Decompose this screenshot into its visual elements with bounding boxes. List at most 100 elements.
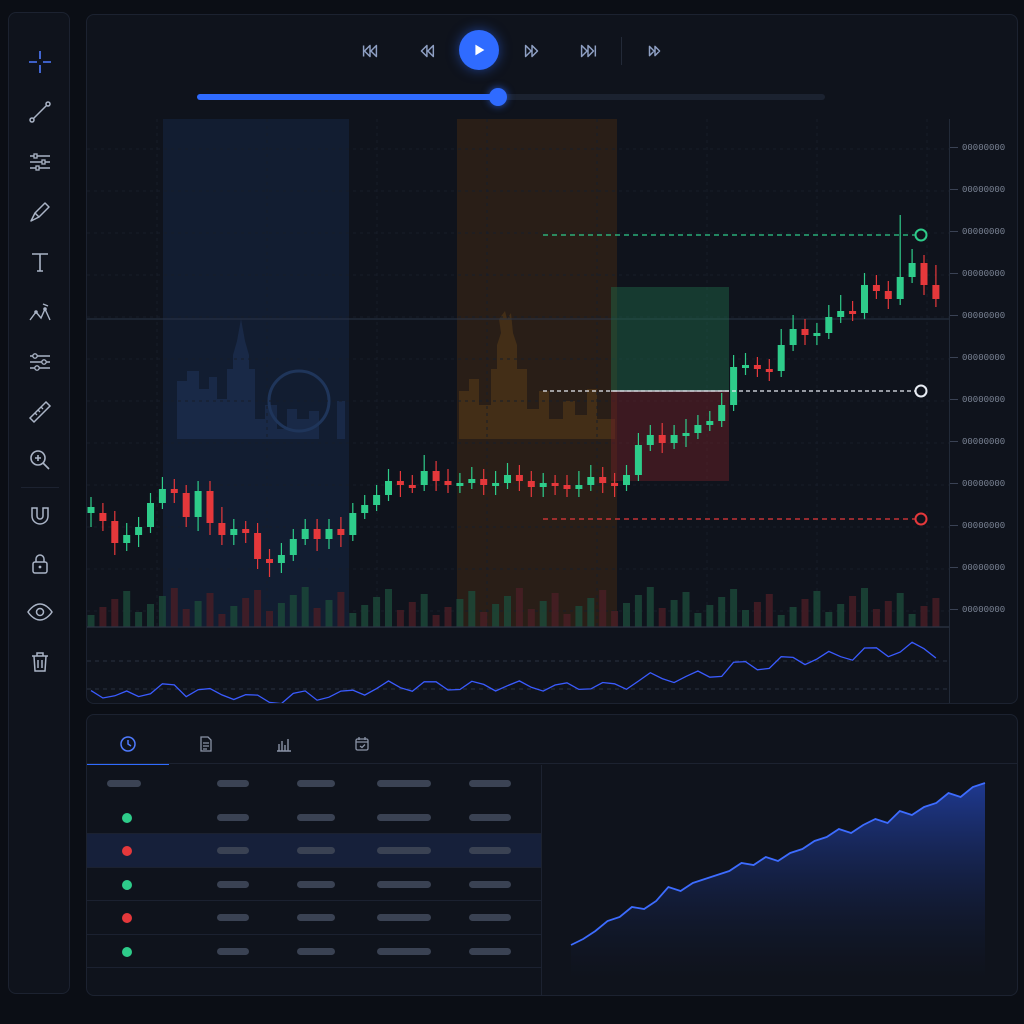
tab-calendar[interactable] — [321, 725, 403, 763]
replay-progress-slider[interactable] — [197, 88, 825, 106]
text-tool[interactable] — [23, 245, 57, 279]
candle-body[interactable] — [682, 433, 690, 436]
skip-to-start-button[interactable] — [354, 35, 386, 67]
position-profit-zone[interactable] — [611, 287, 729, 391]
candle-body[interactable] — [563, 485, 571, 489]
candle-body[interactable] — [753, 365, 761, 369]
candle-body[interactable] — [361, 505, 369, 513]
candle-body[interactable] — [480, 479, 488, 485]
candle-body[interactable] — [468, 479, 476, 483]
column-header[interactable] — [469, 780, 511, 787]
candle-body[interactable] — [515, 475, 523, 481]
table-row[interactable] — [87, 868, 541, 901]
stop-loss-handle[interactable] — [914, 512, 928, 526]
candle-body[interactable] — [313, 529, 321, 539]
candle-body[interactable] — [230, 529, 238, 535]
candle-body[interactable] — [849, 311, 857, 314]
candle-body[interactable] — [801, 329, 809, 335]
candle-body[interactable] — [551, 483, 559, 486]
skip-to-end-button[interactable] — [572, 35, 604, 67]
candle-body[interactable] — [194, 491, 202, 517]
candle-body[interactable] — [301, 529, 309, 539]
candle-body[interactable] — [147, 503, 154, 527]
tab-clock[interactable] — [87, 725, 169, 765]
play-button[interactable] — [459, 30, 499, 70]
candle-body[interactable] — [920, 263, 928, 285]
candle-body[interactable] — [730, 367, 738, 405]
candle-body[interactable] — [694, 425, 702, 433]
candle-body[interactable] — [266, 559, 273, 563]
candle-body[interactable] — [599, 477, 607, 483]
lock-tool[interactable] — [23, 547, 57, 581]
tab-document[interactable] — [165, 725, 247, 763]
candle-body[interactable] — [789, 329, 797, 345]
candle-body[interactable] — [289, 539, 297, 555]
candle-body[interactable] — [539, 483, 547, 487]
candle-body[interactable] — [444, 481, 452, 485]
candle-body[interactable] — [932, 285, 940, 299]
trend-line-tool[interactable] — [23, 95, 57, 129]
candle-body[interactable] — [527, 481, 535, 487]
candle-body[interactable] — [373, 495, 381, 505]
candle-body[interactable] — [456, 483, 464, 486]
zoom-in-tool[interactable] — [23, 443, 57, 477]
candle-body[interactable] — [634, 445, 642, 475]
crosshair-tool[interactable] — [23, 45, 57, 79]
step-back-button[interactable] — [410, 35, 442, 67]
candle-body[interactable] — [87, 507, 95, 513]
pattern-tool[interactable] — [23, 295, 57, 329]
candle-body[interactable] — [385, 481, 392, 495]
table-row[interactable] — [87, 935, 541, 968]
replay-progress-handle[interactable] — [489, 88, 508, 106]
column-header[interactable] — [217, 780, 249, 787]
candle-body[interactable] — [135, 527, 143, 535]
candle-body[interactable] — [254, 533, 262, 559]
fast-forward-button[interactable] — [639, 35, 671, 67]
take-profit-handle[interactable] — [914, 228, 928, 242]
candle-body[interactable] — [587, 477, 595, 485]
column-header[interactable] — [297, 780, 335, 787]
candle-body[interactable] — [432, 471, 440, 481]
candle-body[interactable] — [837, 311, 845, 317]
trash-tool[interactable] — [23, 645, 57, 679]
candle-body[interactable] — [158, 489, 166, 503]
candle-body[interactable] — [242, 529, 250, 533]
candle-body[interactable] — [872, 285, 880, 291]
table-row[interactable] — [87, 834, 541, 868]
price-chart[interactable] — [87, 119, 949, 704]
candle-body[interactable] — [742, 365, 749, 368]
entry-handle[interactable] — [914, 384, 928, 398]
candle-body[interactable] — [670, 435, 678, 443]
step-forward-button[interactable] — [516, 35, 548, 67]
candle-body[interactable] — [861, 285, 868, 313]
candle-body[interactable] — [884, 291, 892, 299]
ruler-tool[interactable] — [23, 395, 57, 429]
adjustments-tool[interactable] — [23, 145, 57, 179]
candle-body[interactable] — [718, 405, 726, 421]
magnet-tool[interactable] — [23, 499, 57, 533]
column-header[interactable] — [107, 780, 141, 787]
candle-body[interactable] — [206, 491, 214, 523]
candle-body[interactable] — [896, 277, 904, 299]
candle-body[interactable] — [777, 345, 785, 371]
candle-body[interactable] — [492, 483, 500, 486]
candle-body[interactable] — [646, 435, 654, 445]
candle-body[interactable] — [504, 475, 511, 483]
candle-body[interactable] — [825, 317, 833, 333]
candle-body[interactable] — [218, 523, 226, 535]
candle-body[interactable] — [420, 471, 428, 485]
tab-bar-chart[interactable] — [243, 725, 325, 763]
candle-body[interactable] — [575, 485, 583, 489]
candle-body[interactable] — [908, 263, 916, 277]
candle-body[interactable] — [658, 435, 666, 443]
candle-body[interactable] — [123, 535, 131, 543]
candle-body[interactable] — [111, 521, 119, 543]
position-loss-zone[interactable] — [611, 391, 729, 481]
table-row[interactable] — [87, 901, 541, 935]
candle-body[interactable] — [813, 333, 821, 336]
candle-body[interactable] — [277, 555, 285, 563]
candle-body[interactable] — [325, 529, 333, 539]
candle-body[interactable] — [182, 493, 190, 517]
price-axis[interactable]: 00000000 00000000 00000000 00000000 00000000… — [949, 119, 1017, 703]
candle-body[interactable] — [623, 475, 630, 485]
